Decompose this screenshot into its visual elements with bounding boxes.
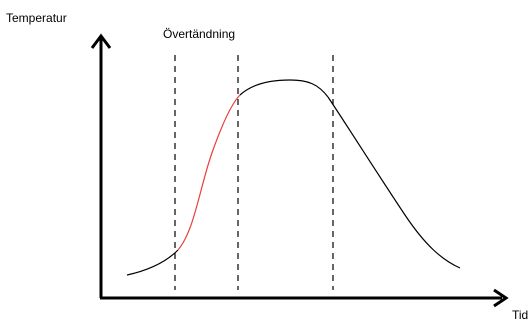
y-axis-label: Temperatur: [6, 11, 67, 25]
x-axis-label: Tid: [512, 308, 528, 320]
curve-fully-developed: [240, 80, 328, 97]
curve-flashover: [178, 95, 240, 250]
curve-decay: [328, 97, 460, 268]
phase-label: Övertändning: [163, 27, 235, 41]
curve-incipient: [127, 250, 178, 275]
